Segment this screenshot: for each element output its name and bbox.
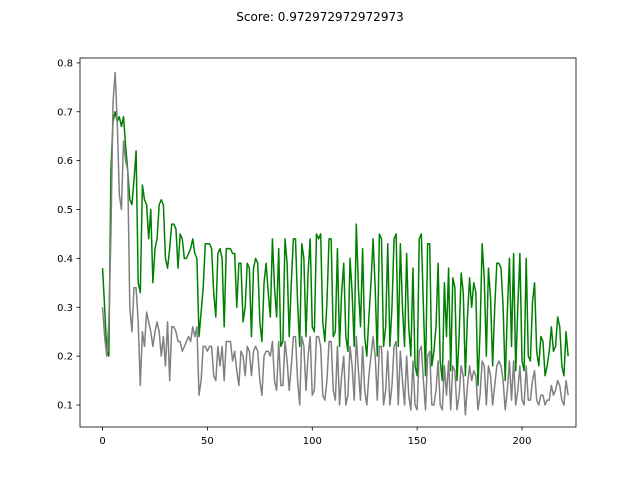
series-line-2 — [101, 71, 569, 416]
x-axis: 0 50 100 150 200 — [99, 427, 532, 447]
y-tick-label: 0.5 — [57, 205, 73, 216]
x-tick-label: 150 — [408, 436, 427, 447]
y-tick-label: 0.2 — [57, 352, 73, 363]
y-tick-label: 0.3 — [57, 303, 73, 314]
axes-frame — [79, 57, 577, 428]
y-tick-label: 0.8 — [57, 58, 73, 69]
chart-title: Score: 0.972972972972973 — [236, 10, 403, 24]
y-tick-label: 0.1 — [57, 401, 73, 412]
x-tick-label: 50 — [201, 436, 214, 447]
y-tick-label: 0.6 — [57, 156, 73, 167]
series-line-1 — [101, 111, 569, 387]
y-tick-label: 0.7 — [57, 107, 73, 118]
series-layer — [101, 71, 569, 416]
x-tick-label: 100 — [303, 436, 322, 447]
x-tick-label: 0 — [99, 436, 105, 447]
y-tick-label: 0.4 — [57, 254, 73, 265]
x-tick-label: 200 — [512, 436, 531, 447]
y-axis: 0.1 0.2 0.3 0.4 0.5 0.6 0.7 0.8 — [57, 58, 80, 412]
